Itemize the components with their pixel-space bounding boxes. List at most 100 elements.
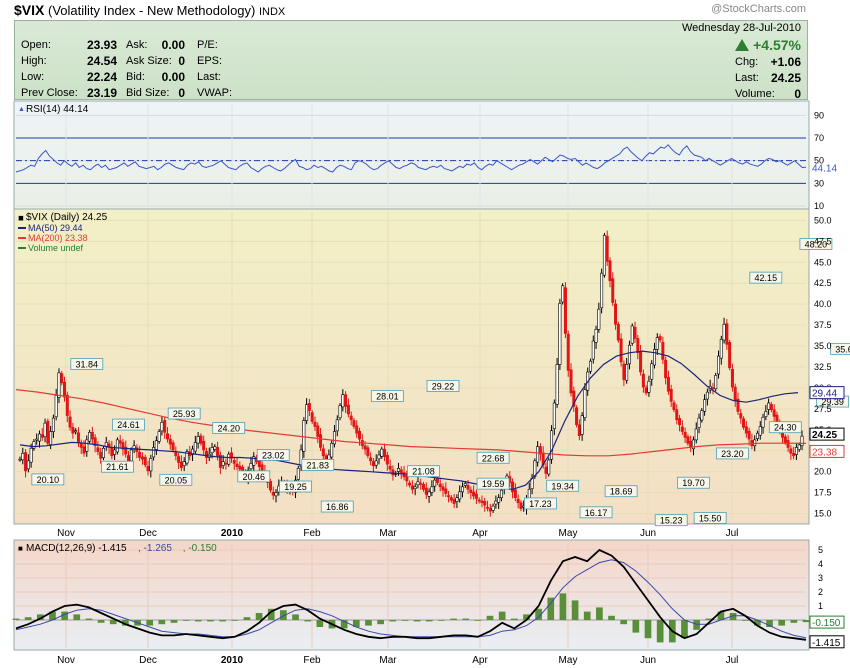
x-axis-label-bottom: Jun <box>640 655 656 666</box>
annotation-box <box>407 465 440 478</box>
annotation-box <box>256 449 290 461</box>
macd-histogram-bar <box>729 613 737 620</box>
candle-body <box>332 431 336 445</box>
annotation-label: 17.23 <box>529 499 552 509</box>
annotation-box <box>768 421 802 434</box>
macd-histogram-bar <box>219 620 226 622</box>
candle-body <box>580 415 584 435</box>
x-axis-label-bottom: May <box>559 655 578 666</box>
candle-body <box>627 344 631 365</box>
macd-histogram-bar <box>352 620 360 627</box>
macd-ticks: 543210 <box>818 545 823 625</box>
candle-body <box>124 446 128 455</box>
bid-value: 0.00 <box>161 70 185 84</box>
candle-body <box>672 402 676 411</box>
candle-body <box>349 415 353 421</box>
candle-body <box>399 469 403 473</box>
low-value: 22.24 <box>86 70 117 84</box>
macd-histogram-bar <box>389 620 397 622</box>
candle-body <box>789 448 793 454</box>
candle-body <box>143 456 147 466</box>
rsi-tick-label: 90 <box>814 110 824 120</box>
rsi-legend-icon: ▲ <box>18 106 25 113</box>
candle-body <box>435 477 439 483</box>
macd-histogram-bar <box>535 608 542 620</box>
candle-body <box>149 458 153 472</box>
candle-body <box>733 386 737 401</box>
candle-body <box>678 418 682 426</box>
candle-body <box>388 465 392 470</box>
macd-histogram-bar <box>425 620 433 622</box>
macd-histogram-bar <box>547 597 555 620</box>
macd-histogram-bar <box>596 607 603 620</box>
candle-body <box>410 485 414 490</box>
candle-body <box>641 373 645 388</box>
macd-histogram-bar <box>559 593 567 620</box>
x-labels: Nov Nov Dec Dec 2010 2010 Feb Feb Mar Mar Apr Apr Ma… <box>57 528 738 666</box>
candle-body <box>355 425 359 434</box>
annotation-box <box>426 380 460 392</box>
annotation-label: 20.10 <box>37 475 60 485</box>
candle-body <box>753 439 757 447</box>
macd-histogram-bar <box>656 620 664 643</box>
annotation-box <box>654 514 688 527</box>
candle-body <box>63 381 67 398</box>
candle-body <box>104 442 108 447</box>
candle-body <box>99 451 103 459</box>
watermark: @StockCharts.com <box>711 3 806 15</box>
macd-tick-label: 4 <box>818 559 823 569</box>
candle-body <box>653 349 657 366</box>
x-axis-label: 2010 <box>221 528 244 539</box>
annotation-label: 20.46 <box>242 472 265 482</box>
annotation-label: 35.68 <box>835 344 850 354</box>
candle-body <box>371 461 375 467</box>
candle-body <box>447 495 451 498</box>
candle-body <box>700 410 704 421</box>
macd-histogram-bar <box>438 620 445 621</box>
candle-body <box>616 323 620 341</box>
annotation-box <box>604 485 638 498</box>
annotation-label: 15.23 <box>660 516 683 526</box>
candle-body <box>71 427 75 434</box>
pe-label: P/E: <box>197 39 218 51</box>
price-ticks: 50.047.545.042.540.037.535.032.530.027.5… <box>814 215 832 518</box>
macd-histogram-bar <box>693 620 700 630</box>
candle-body <box>736 398 740 412</box>
candle-body <box>191 448 195 455</box>
ask-size-value: 0 <box>178 54 185 68</box>
candle-body <box>46 420 50 444</box>
candle-body <box>154 440 158 450</box>
candle-body <box>377 454 381 460</box>
price-tick-label: 15.0 <box>814 509 832 519</box>
candle-body <box>129 449 133 462</box>
candle-body <box>717 355 721 375</box>
last-value-box <box>809 386 845 400</box>
candle-body <box>764 411 768 417</box>
volume-label: Volume: <box>735 88 775 100</box>
candle-body <box>305 404 309 421</box>
candle-body <box>686 436 690 444</box>
macd-last-box <box>809 635 845 649</box>
candle-body <box>563 287 567 334</box>
candle-body <box>193 442 197 452</box>
candle-body <box>110 447 114 457</box>
candle-body <box>675 409 679 421</box>
macd-histogram-bar <box>413 620 421 622</box>
candle-body <box>249 463 253 470</box>
annotation-label: 24.61 <box>117 420 140 430</box>
macd-histogram-bar <box>644 620 652 639</box>
candle-body <box>758 426 762 436</box>
annotation-label: 42.15 <box>755 273 778 283</box>
candle-body <box>544 466 548 474</box>
macd-histogram-bar <box>571 600 579 620</box>
candle-body <box>664 359 668 379</box>
macd-histogram-bar <box>194 620 202 622</box>
candle-body <box>358 430 362 440</box>
candle-body <box>794 447 798 455</box>
x-axis-label-bottom: Feb <box>303 655 321 666</box>
annotation-label: 19.25 <box>284 482 307 492</box>
candle-body <box>730 368 734 388</box>
annotation-label: 23.20 <box>721 449 744 459</box>
candle-body <box>786 440 790 448</box>
annotation-box <box>476 477 510 490</box>
